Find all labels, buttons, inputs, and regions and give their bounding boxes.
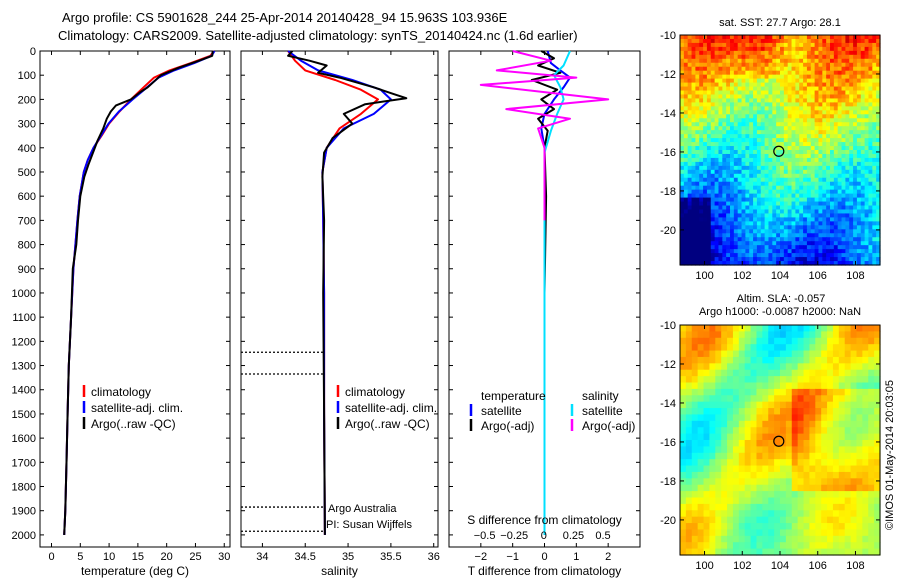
map-xtick-label: 102: [733, 270, 751, 282]
map-ytick-label: -16: [660, 437, 676, 449]
map-ytick-label: -12: [660, 69, 676, 81]
ytick-label: 1600: [12, 433, 36, 445]
legend-label: Argo(-adj): [481, 419, 534, 433]
map-xtick-label: 108: [846, 270, 864, 282]
xlabel-temperature: temperature (deg C): [81, 564, 189, 578]
xtick-label-salinity: 34.5: [295, 551, 316, 563]
ytick-label: 2000: [12, 530, 36, 542]
legend-label: satellite: [481, 404, 522, 418]
ytick-label: 1000: [12, 288, 36, 300]
ytick-label: 1800: [12, 482, 36, 494]
sla-map-title-line1: Altim. SLA: -0.057: [737, 293, 826, 305]
map-grid-sst_map: [680, 35, 881, 266]
ytick-label: 1500: [12, 409, 36, 421]
xtick-label-differences: −2: [475, 551, 488, 563]
ytick-label: 1400: [12, 385, 36, 397]
xtick-label-temperature: 30: [218, 551, 230, 563]
annotation-pi: PI: Susan Wijffels: [326, 519, 412, 531]
ytick-label: 700: [18, 215, 36, 227]
xtick-label-temperature: 15: [132, 551, 144, 563]
ytick-label: 800: [18, 240, 36, 252]
map-ytick-label: -20: [660, 225, 676, 237]
xtick-label-differences: −1: [506, 551, 519, 563]
plot-frame-temperature: [39, 50, 231, 548]
plot-frame-salinity: [240, 50, 439, 548]
ytick-label: 200: [18, 94, 36, 106]
ytick-label: 300: [18, 119, 36, 131]
legend-label: climatology: [91, 385, 151, 399]
map-xtick-label: 102: [733, 560, 751, 572]
map-xtick-label: 100: [695, 270, 713, 282]
x2tick-label: 0: [541, 530, 547, 542]
xtick-label-salinity: 35.5: [380, 551, 401, 563]
map-xtick-label: 106: [809, 560, 827, 572]
figure-title-line2: Climatology: CARS2009. Satellite-adjuste…: [58, 28, 578, 43]
ytick-label: 0: [30, 46, 36, 58]
map-ytick-label: -10: [660, 320, 676, 332]
series-line-salinity-argo-adj-: [479, 50, 610, 221]
map-grid-sla_map: [680, 325, 881, 556]
xlabel-salinity: salinity: [321, 564, 358, 578]
ytick-label: 1900: [12, 506, 36, 518]
ytick-label: 400: [18, 143, 36, 155]
ytick-label: 1700: [12, 457, 36, 469]
figure-title-line1: Argo profile: CS 5901628_244 25-Apr-2014…: [62, 10, 508, 25]
series-line-argo-raw-qc-: [287, 50, 408, 535]
map-ytick-label: -18: [660, 476, 676, 488]
ytick-label: 100: [18, 70, 36, 82]
xlabel-differences: T difference from climatology: [468, 564, 622, 578]
xtick-label-temperature: 0: [48, 551, 54, 563]
map-ytick-label: -14: [660, 108, 676, 120]
x2tick-label: −0.5: [474, 530, 496, 542]
xtick-label-temperature: 25: [189, 551, 201, 563]
xtick-label-temperature: 5: [77, 551, 83, 563]
legend-header-temperature: temperature: [481, 389, 546, 403]
argo-position-marker: [773, 435, 785, 447]
map-ytick-label: -10: [660, 30, 676, 42]
legend-label: climatology: [345, 385, 405, 399]
map-xtick-label: 106: [809, 270, 827, 282]
legend-label: Argo(..raw -QC): [91, 417, 176, 431]
x2tick-label: −0.25: [500, 530, 528, 542]
map-xtick-label: 100: [695, 560, 713, 572]
x2tick-label: 0.25: [563, 530, 584, 542]
legend-label: Argo(-adj): [582, 419, 635, 433]
map-ytick-label: -18: [660, 186, 676, 198]
xtick-label-differences: 2: [605, 551, 611, 563]
xtick-label-temperature: 10: [103, 551, 115, 563]
map-xtick-label: 104: [771, 560, 789, 572]
map-ytick-label: -20: [660, 515, 676, 527]
annotation-argo-australia: Argo Australia: [328, 503, 397, 515]
ytick-label: 1200: [12, 336, 36, 348]
x2label-salinity-diff: S difference from climatology: [467, 513, 622, 527]
xtick-label-differences: 1: [573, 551, 579, 563]
legend-label: satellite-adj. clim.: [91, 401, 183, 415]
xtick-label-salinity: 34: [256, 551, 268, 563]
map-ytick-label: -14: [660, 398, 676, 410]
xtick-label-differences: 0: [541, 551, 547, 563]
xtick-label-salinity: 35: [342, 551, 354, 563]
ytick-label: 500: [18, 167, 36, 179]
map-ytick-label: -16: [660, 147, 676, 159]
legend-label: satellite: [582, 404, 623, 418]
ytick-label: 900: [18, 264, 36, 276]
sla-map-title-line2: Argo h1000: -0.0087 h2000: NaN: [699, 306, 861, 318]
map-xtick-label: 108: [846, 560, 864, 572]
legend-label: Argo(..raw -QC): [345, 417, 430, 431]
x2tick-label: 0.5: [595, 530, 610, 542]
xtick-label-temperature: 20: [161, 551, 173, 563]
argo-position-marker: [773, 145, 785, 157]
legend-label: satellite-adj. clim.: [345, 401, 437, 415]
legend-header-salinity: salinity: [582, 389, 619, 403]
sst-map-title: sat. SST: 27.7 Argo: 28.1: [719, 17, 841, 29]
ytick-label: 600: [18, 191, 36, 203]
imos-timestamp: ©IMOS 01-May-2014 20:03:05: [884, 380, 896, 530]
ytick-label: 1300: [12, 361, 36, 373]
ytick-label: 1100: [12, 312, 36, 324]
map-ytick-label: -12: [660, 359, 676, 371]
series-line-argo-raw-qc-: [63, 50, 214, 535]
xtick-label-salinity: 36: [428, 551, 440, 563]
map-xtick-label: 104: [771, 270, 789, 282]
